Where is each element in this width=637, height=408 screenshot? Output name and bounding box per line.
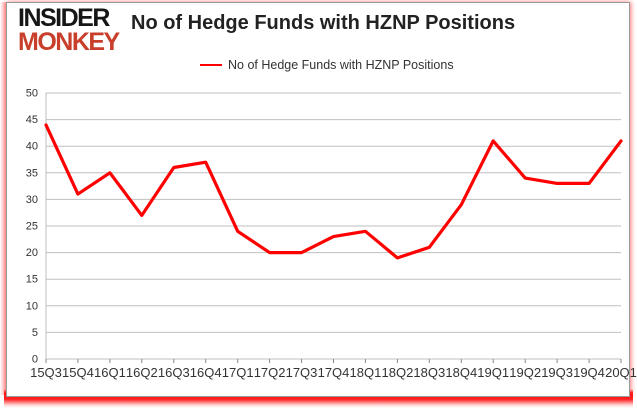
svg-text:0: 0 bbox=[32, 354, 38, 366]
svg-text:35: 35 bbox=[26, 167, 38, 179]
svg-text:16Q1: 16Q1 bbox=[94, 365, 126, 380]
svg-text:45: 45 bbox=[26, 114, 38, 126]
svg-text:MONKEY: MONKEY bbox=[18, 28, 121, 56]
svg-text:18Q3: 18Q3 bbox=[413, 365, 445, 380]
svg-text:20: 20 bbox=[26, 247, 38, 259]
svg-text:16Q3: 16Q3 bbox=[158, 365, 190, 380]
svg-text:10: 10 bbox=[26, 300, 38, 312]
svg-text:17Q2: 17Q2 bbox=[254, 365, 286, 380]
svg-text:16Q4: 16Q4 bbox=[190, 365, 222, 380]
svg-text:19Q4: 19Q4 bbox=[573, 365, 605, 380]
svg-text:17Q3: 17Q3 bbox=[286, 365, 318, 380]
svg-text:18Q2: 18Q2 bbox=[382, 365, 414, 380]
svg-text:15: 15 bbox=[26, 274, 38, 286]
svg-text:19Q1: 19Q1 bbox=[477, 365, 509, 380]
svg-text:16Q2: 16Q2 bbox=[126, 365, 158, 380]
svg-text:50: 50 bbox=[26, 88, 38, 100]
svg-text:19Q2: 19Q2 bbox=[509, 365, 541, 380]
svg-text:40: 40 bbox=[26, 141, 38, 153]
svg-text:5: 5 bbox=[32, 327, 38, 339]
svg-text:20Q1: 20Q1 bbox=[605, 365, 637, 380]
svg-text:15Q4: 15Q4 bbox=[62, 365, 94, 380]
svg-text:17Q4: 17Q4 bbox=[318, 365, 350, 380]
svg-text:18Q4: 18Q4 bbox=[445, 365, 477, 380]
svg-text:18Q1: 18Q1 bbox=[350, 365, 382, 380]
svg-text:19Q3: 19Q3 bbox=[541, 365, 573, 380]
svg-text:17Q1: 17Q1 bbox=[222, 365, 254, 380]
svg-text:15Q3: 15Q3 bbox=[30, 365, 62, 380]
svg-text:25: 25 bbox=[26, 221, 38, 233]
svg-text:30: 30 bbox=[26, 194, 38, 206]
